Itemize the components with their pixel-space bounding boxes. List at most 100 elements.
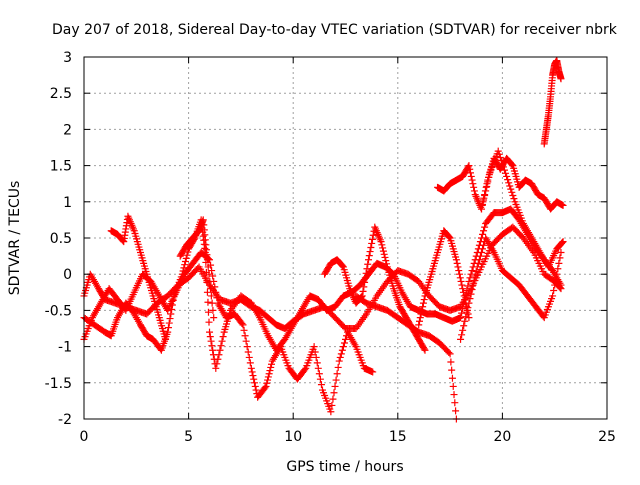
data-point — [365, 252, 373, 260]
data-point — [248, 368, 256, 376]
data-point — [453, 259, 461, 267]
data-point — [212, 288, 220, 296]
data-point — [208, 267, 216, 275]
data-point — [206, 277, 214, 285]
data-point — [468, 286, 476, 294]
data-point — [327, 408, 335, 416]
y-tick-label: -2 — [58, 412, 72, 428]
data-point — [468, 176, 476, 184]
data-point — [264, 376, 272, 384]
data-point — [181, 261, 189, 269]
data-point — [204, 298, 212, 306]
data-point — [369, 368, 377, 376]
data-point — [456, 274, 464, 282]
y-tick-label: 2 — [63, 122, 72, 138]
data-point — [457, 314, 465, 322]
data-point — [557, 248, 565, 256]
data-point — [449, 382, 457, 390]
data-point — [460, 322, 468, 330]
data-point — [448, 374, 456, 382]
data-point — [241, 332, 249, 340]
data-point — [509, 191, 517, 199]
data-point — [445, 348, 453, 356]
data-point — [419, 299, 427, 307]
data-point — [470, 187, 478, 195]
data-point — [250, 379, 258, 387]
data-point — [462, 313, 470, 321]
data-point — [556, 284, 564, 292]
y-tick-label: 3 — [63, 50, 72, 66]
data-point — [555, 259, 563, 267]
data-point — [502, 169, 510, 177]
data-point — [550, 286, 558, 294]
data-point — [210, 314, 218, 322]
data-point — [456, 270, 464, 278]
x-tick-label: 10 — [284, 429, 302, 445]
data-point — [465, 162, 473, 170]
data-point — [481, 191, 489, 199]
data-point — [446, 350, 454, 358]
data-point — [266, 367, 274, 375]
data-point — [556, 254, 564, 262]
x-tick-label: 15 — [389, 429, 407, 445]
data-points — [80, 57, 567, 423]
data-point — [500, 166, 508, 174]
data-point — [250, 375, 258, 383]
series-track-l — [540, 57, 565, 148]
data-point — [458, 309, 466, 317]
data-point — [460, 292, 468, 300]
data-point — [505, 179, 513, 187]
data-point — [466, 295, 474, 303]
data-point — [209, 272, 217, 280]
data-point — [416, 314, 424, 322]
data-point — [359, 287, 367, 295]
data-point — [379, 247, 387, 255]
data-point — [507, 185, 515, 193]
data-point — [311, 348, 319, 356]
data-point — [362, 269, 370, 277]
data-point — [263, 379, 271, 387]
data-point — [203, 256, 211, 264]
series-track-j — [457, 234, 565, 343]
data-point — [203, 288, 211, 296]
data-point — [416, 317, 424, 325]
data-point — [479, 201, 487, 209]
data-point — [475, 256, 483, 264]
series-track-d — [107, 212, 170, 343]
data-point — [419, 303, 427, 311]
data-point — [506, 182, 514, 190]
data-point — [457, 277, 465, 285]
data-point — [336, 353, 344, 361]
data-point — [363, 265, 371, 273]
y-tick-label: 1.5 — [50, 159, 72, 175]
data-point — [476, 252, 484, 260]
data-point — [240, 326, 248, 334]
data-point — [242, 337, 250, 345]
data-point — [466, 274, 474, 282]
data-point — [366, 248, 374, 256]
data-point — [469, 281, 477, 289]
data-point — [315, 370, 323, 378]
data-point — [450, 391, 458, 399]
data-point — [265, 370, 273, 378]
data-point — [335, 357, 343, 365]
data-point — [267, 360, 275, 368]
data-point — [204, 255, 212, 263]
data-point — [264, 373, 272, 381]
data-point — [339, 262, 347, 270]
data-point — [484, 178, 492, 186]
data-point — [204, 308, 212, 316]
data-point — [206, 333, 214, 341]
data-point — [164, 324, 172, 332]
data-point — [503, 172, 511, 180]
data-point — [183, 251, 191, 259]
data-point — [471, 272, 479, 280]
data-point — [165, 319, 173, 327]
data-point — [215, 351, 223, 359]
data-point — [246, 359, 254, 367]
data-point — [361, 274, 369, 282]
data-point — [361, 278, 369, 286]
data-point — [332, 376, 340, 384]
data-point — [498, 160, 506, 168]
